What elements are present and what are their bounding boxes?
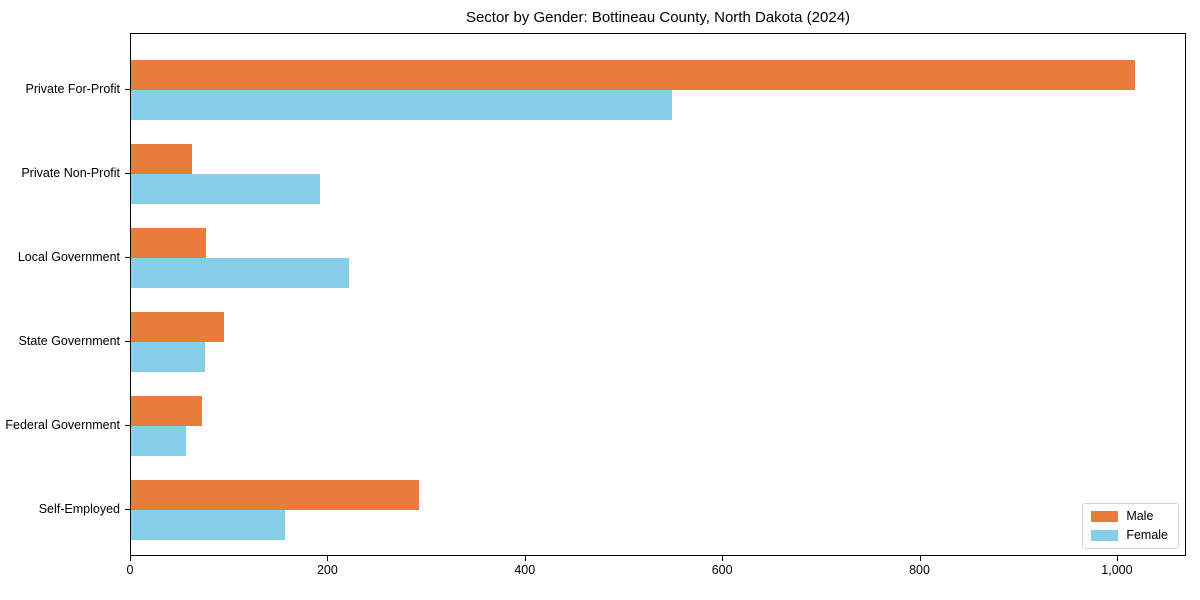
bar-male-federal-government — [131, 396, 202, 426]
bar-female-federal-government — [131, 426, 187, 456]
bar-male-private-for-profit — [131, 60, 1135, 90]
y-tick-local-government — [125, 257, 130, 258]
y-tick-private-for-profit — [125, 89, 130, 90]
x-label-1000: 1,000 — [1101, 563, 1133, 577]
legend-label-female: Female — [1126, 528, 1168, 542]
x-tick-0 — [130, 556, 131, 561]
y-label-private-for-profit: Private For-Profit — [25, 82, 120, 96]
bar-female-private-for-profit — [131, 90, 672, 120]
x-tick-400 — [524, 556, 526, 561]
legend-item-male: Male — [1091, 510, 1168, 523]
y-label-self-employed: Self-Employed — [38, 502, 120, 516]
x-label-600: 600 — [711, 563, 733, 577]
y-tick-private-non-profit — [125, 173, 130, 174]
legend-item-female: Female — [1091, 529, 1168, 542]
x-tick-600 — [722, 556, 724, 561]
plot-area: Male Female — [130, 33, 1186, 556]
x-tick-200 — [327, 556, 329, 561]
y-tick-state-government — [125, 341, 130, 342]
legend-label-male: Male — [1126, 509, 1154, 523]
x-label-200: 200 — [316, 563, 338, 577]
y-tick-federal-government — [125, 425, 130, 426]
y-tick-self-employed — [125, 509, 130, 510]
x-tick-1000 — [1116, 556, 1118, 561]
bar-female-self-employed — [131, 510, 285, 540]
x-tick-800 — [919, 556, 921, 561]
legend-swatch-female-icon — [1091, 530, 1119, 541]
bar-male-self-employed — [131, 480, 419, 510]
legend: Male Female — [1082, 503, 1179, 549]
x-label-400: 400 — [514, 563, 536, 577]
bar-female-private-non-profit — [131, 174, 321, 204]
chart-title: Sector by Gender: Bottineau County, Nort… — [465, 9, 851, 26]
y-label-federal-government: Federal Government — [5, 418, 120, 432]
bar-male-private-non-profit — [131, 144, 193, 174]
bar-female-local-government — [131, 258, 349, 288]
bar-male-state-government — [131, 312, 224, 342]
x-label-0: 0 — [126, 563, 134, 577]
bar-female-state-government — [131, 342, 205, 372]
bar-male-local-government — [131, 228, 206, 258]
legend-swatch-male-icon — [1091, 511, 1119, 522]
y-label-state-government: State Government — [18, 334, 120, 348]
x-label-800: 800 — [909, 563, 930, 577]
y-label-private-non-profit: Private Non-Profit — [21, 166, 120, 180]
y-label-local-government: Local Government — [17, 250, 120, 264]
